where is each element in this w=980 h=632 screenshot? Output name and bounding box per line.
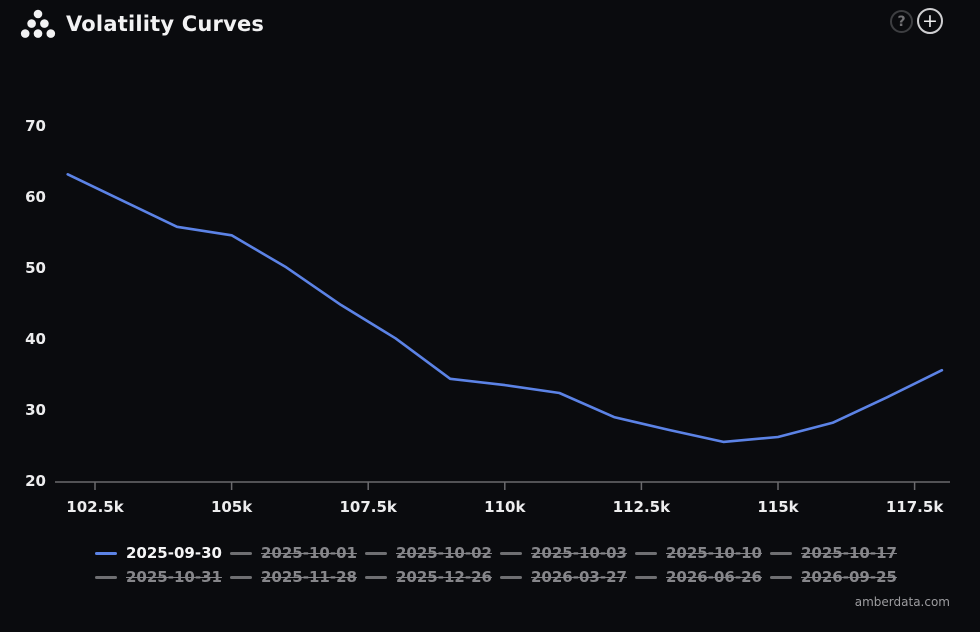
y-tick-label: 40 (25, 330, 46, 348)
legend-swatch (95, 575, 117, 579)
x-tick-label: 117.5k (885, 498, 944, 516)
plus-glyph: + (922, 9, 938, 32)
legend-label: 2026-09-25 (801, 568, 897, 586)
legend-label: 2026-03-27 (531, 568, 627, 586)
legend-label: 2025-10-10 (666, 544, 762, 562)
amberdata-logo-icon (20, 9, 56, 38)
legend-label: 2026-06-26 (666, 568, 762, 586)
legend-label: 2025-12-26 (396, 568, 492, 586)
legend-item-2026-09-25[interactable]: 2026-09-25 (770, 568, 897, 586)
legend-item-2025-10-03[interactable]: 2025-10-03 (500, 544, 627, 562)
legend-item-2026-03-27[interactable]: 2026-03-27 (500, 568, 627, 586)
legend-label: 2025-10-31 (126, 568, 222, 586)
x-tick-label: 105k (210, 498, 253, 516)
x-tick-label: 115k (757, 498, 799, 516)
add-expand-icon[interactable]: + (917, 8, 943, 34)
legend-swatch (500, 575, 522, 579)
legend-label: 2025-10-03 (531, 544, 627, 562)
legend-swatch (365, 575, 387, 579)
legend-item-2025-10-01[interactable]: 2025-10-01 (230, 544, 357, 562)
legend-item-2026-06-26[interactable]: 2026-06-26 (635, 568, 762, 586)
legend-swatch (95, 551, 117, 555)
title-wrap: Volatility Curves (20, 9, 264, 39)
legend-item-2025-10-17[interactable]: 2025-10-17 (770, 544, 897, 562)
legend-swatch (230, 551, 252, 555)
y-tick-label: 30 (25, 401, 46, 419)
legend-swatch (635, 551, 657, 555)
legend-label: 2025-10-17 (801, 544, 897, 562)
y-tick-label: 20 (25, 472, 46, 490)
legend-swatch (365, 551, 387, 555)
volatility-curve-line (66, 173, 944, 444)
legend-item-2025-10-31[interactable]: 2025-10-31 (95, 568, 222, 586)
legend-item-2025-12-26[interactable]: 2025-12-26 (365, 568, 492, 586)
watermark: amberdata.com (854, 595, 950, 609)
page-title: Volatility Curves (66, 12, 265, 36)
x-tick-label: 102.5k (66, 498, 124, 516)
help-icon[interactable]: ? (890, 10, 913, 33)
legend-item-2025-09-30[interactable]: 2025-09-30 (95, 544, 222, 562)
x-tick-label: 107.5k (339, 498, 397, 516)
legend-swatch (770, 575, 792, 579)
y-tick-label: 50 (25, 259, 46, 277)
legend-swatch (230, 575, 252, 579)
legend-swatch (635, 575, 657, 579)
legend-item-2025-11-28[interactable]: 2025-11-28 (230, 568, 357, 586)
x-tick-label: 110k (484, 498, 526, 516)
legend-label: 2025-09-30 (126, 544, 222, 562)
help-glyph: ? (897, 13, 906, 30)
legend-swatch (500, 551, 522, 555)
legend-item-2025-10-02[interactable]: 2025-10-02 (365, 544, 492, 562)
y-tick-label: 70 (25, 117, 46, 135)
header: Volatility Curves ? + (0, 0, 980, 50)
legend-label: 2025-10-02 (396, 544, 492, 562)
legend-item-2025-10-10[interactable]: 2025-10-10 (635, 544, 762, 562)
legend-label: 2025-11-28 (261, 568, 357, 586)
legend-swatch (770, 551, 792, 555)
legend-label: 2025-10-01 (261, 544, 357, 562)
x-tick-label: 112.5k (612, 498, 671, 516)
y-tick-label: 60 (25, 188, 46, 206)
